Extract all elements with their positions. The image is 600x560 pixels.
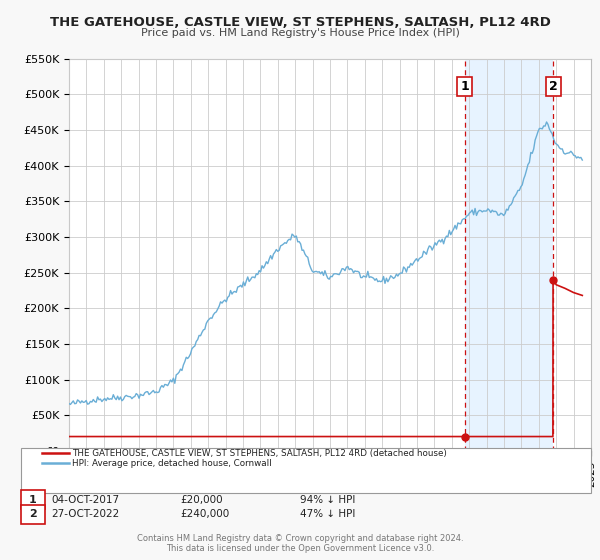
Text: 94% ↓ HPI: 94% ↓ HPI [300, 494, 355, 505]
Text: THE GATEHOUSE, CASTLE VIEW, ST STEPHENS, SALTASH, PL12 4RD (detached house): THE GATEHOUSE, CASTLE VIEW, ST STEPHENS,… [72, 449, 447, 458]
Text: 2: 2 [29, 509, 37, 519]
Text: 04-OCT-2017: 04-OCT-2017 [51, 494, 119, 505]
Text: Price paid vs. HM Land Registry's House Price Index (HPI): Price paid vs. HM Land Registry's House … [140, 28, 460, 38]
Text: 1: 1 [29, 494, 37, 505]
Text: £20,000: £20,000 [180, 494, 223, 505]
Bar [465, 59, 553, 451]
Text: 1: 1 [460, 80, 469, 93]
Text: £240,000: £240,000 [180, 509, 229, 519]
Text: Contains HM Land Registry data © Crown copyright and database right 2024.
This d: Contains HM Land Registry data © Crown c… [137, 534, 463, 553]
Text: 2: 2 [548, 80, 557, 93]
Text: THE GATEHOUSE, CASTLE VIEW, ST STEPHENS, SALTASH, PL12 4RD: THE GATEHOUSE, CASTLE VIEW, ST STEPHENS,… [50, 16, 550, 29]
Text: HPI: Average price, detached house, Cornwall: HPI: Average price, detached house, Corn… [72, 459, 272, 468]
Text: 47% ↓ HPI: 47% ↓ HPI [300, 509, 355, 519]
Text: 27-OCT-2022: 27-OCT-2022 [51, 509, 119, 519]
